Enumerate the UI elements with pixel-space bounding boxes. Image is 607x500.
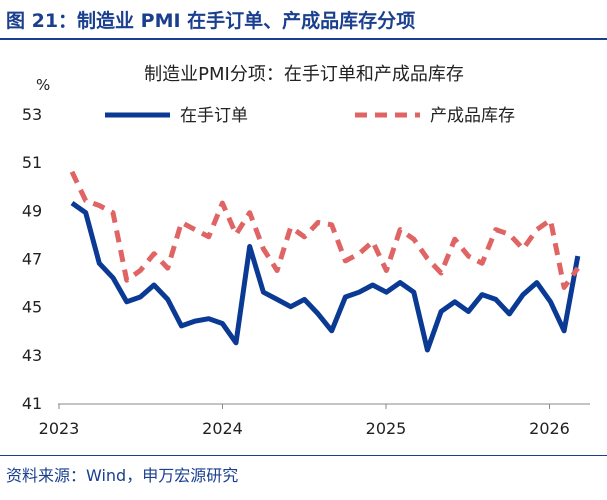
header-divider (0, 38, 607, 40)
x-tick-label: 2026 (529, 419, 570, 438)
y-tick-label: 45 (22, 298, 42, 317)
x-tick-label: 2023 (39, 419, 80, 438)
y-axis-label: % (36, 76, 50, 94)
y-tick-label: 53 (22, 105, 42, 124)
y-tick-label: 49 (22, 201, 42, 220)
figure-header: 图 21：制造业 PMI 在手订单、产成品库存分项 (6, 10, 416, 32)
source-note: 资料来源：Wind，申万宏源研究 (6, 466, 239, 485)
footer-divider (0, 455, 607, 456)
legend-label: 产成品库存 (430, 106, 515, 126)
y-tick-label: 41 (22, 394, 42, 413)
series-line-finished-goods-inventory (69, 170, 580, 290)
y-tick-label: 43 (22, 346, 42, 365)
x-tick-label: 2024 (202, 419, 243, 438)
series-line-backlog-orders (70, 201, 581, 353)
y-tick-label: 47 (22, 250, 42, 269)
legend-label: 在手订单 (180, 106, 248, 126)
y-tick-label: 51 (22, 153, 42, 172)
x-tick-label: 2025 (366, 419, 407, 438)
chart-title: 制造业PMI分项：在手订单和产成品库存 (144, 64, 464, 85)
